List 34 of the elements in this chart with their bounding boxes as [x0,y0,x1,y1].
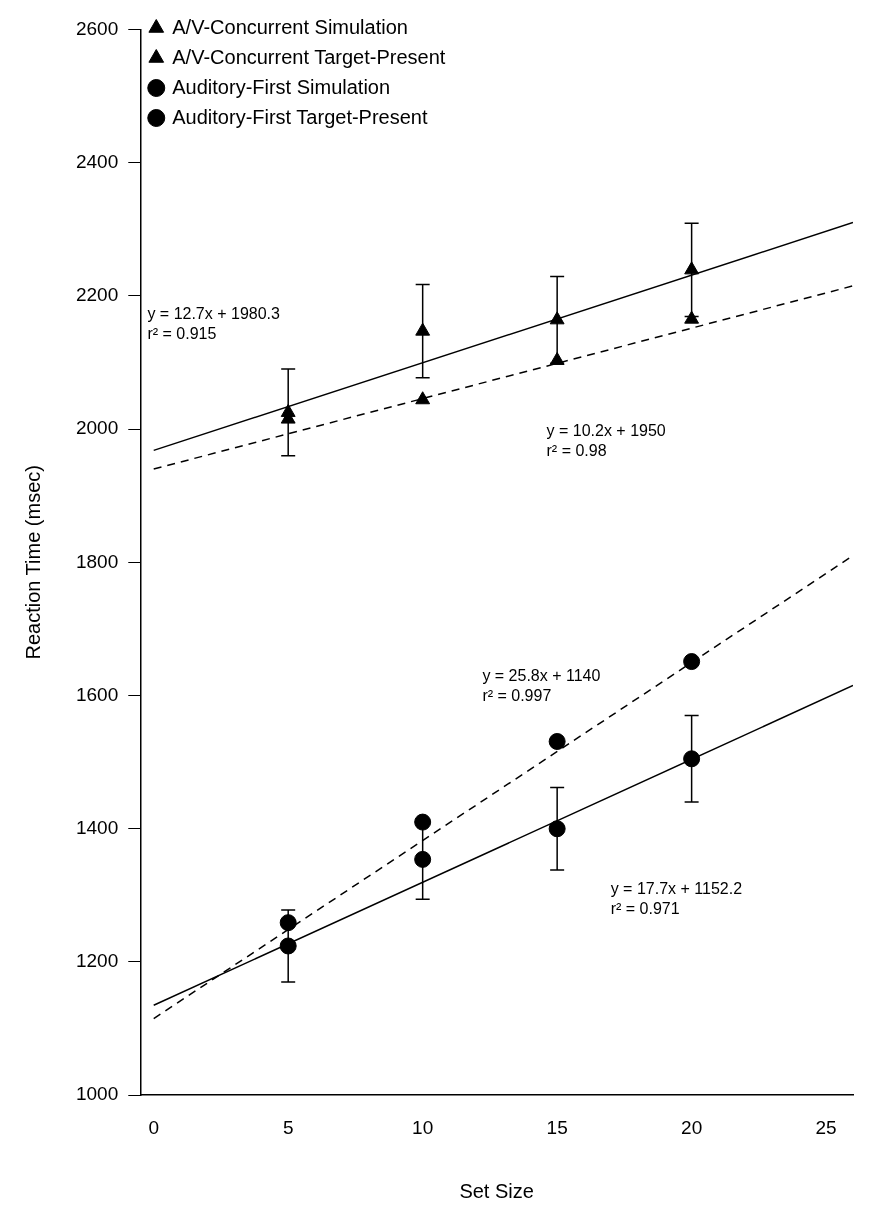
legend-label: Auditory-First Target-Present [172,105,428,128]
point [684,310,700,324]
annotation: y = 12.7x + 1980.3 r² = 0.915 [147,304,281,342]
x-tick-label: 10 [412,1116,434,1138]
legend-label: A/V-Concurrent Target-Present [172,45,446,68]
point [684,261,700,275]
y-tick-label: 2000 [75,417,119,439]
y-tick-label: 2600 [75,17,119,39]
y-tick-label: 1800 [75,550,119,572]
x-tick-label: 25 [815,1116,837,1138]
point [414,850,432,868]
x-axis-title: Set Size [459,1179,534,1202]
point [415,391,431,405]
y-tick-label: 1400 [75,816,119,838]
y-tick-label: 2400 [75,150,119,172]
x-tick-label: 0 [148,1116,159,1138]
y-tick-label: 2200 [75,284,119,306]
annotation: y = 25.8x + 1140 r² = 0.997 [482,667,601,705]
point [683,750,701,768]
point [548,732,566,750]
point [414,813,432,831]
legend-label: Auditory-First Simulation [172,75,391,98]
y-tick-label: 1600 [75,683,119,705]
point [415,322,431,336]
x-tick-label: 20 [681,1116,703,1138]
x-tick-label: 5 [282,1116,294,1138]
legend-label: A/V-Concurrent Simulation [172,15,408,38]
x-tick-label: 15 [546,1116,568,1138]
y-tick-label: 1200 [75,950,119,972]
annotation: y = 10.2x + 1950 r² = 0.98 [546,422,666,460]
point [683,653,701,671]
annotation: y = 17.7x + 1152.2 r² = 0.971 [610,880,743,918]
y-tick-label: 1000 [75,1083,119,1105]
y-axis-title: Reaction Time (msec) [21,465,44,660]
